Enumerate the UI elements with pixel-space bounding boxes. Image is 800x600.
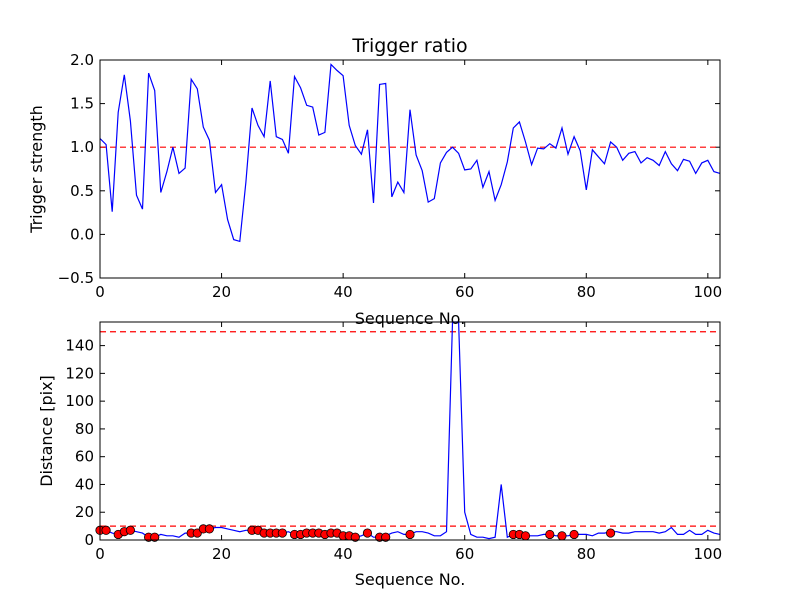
x-tick-label: 0 bbox=[95, 283, 105, 301]
distance-marker-point bbox=[569, 529, 579, 540]
top-panel-ticks: 0 20 40 60 80 100 −0.5 0.0 0.5 1.0 1.5 2.0 bbox=[58, 51, 723, 301]
x-tick-label: 40 bbox=[334, 283, 353, 301]
distance-marker-point bbox=[350, 532, 360, 542]
distance-marker-point bbox=[545, 529, 555, 540]
x-tick-label: 100 bbox=[694, 283, 723, 301]
top-x-axis-label: Sequence No. bbox=[355, 309, 466, 328]
distance-panel: 0 20 40 60 80 100 0 20 40 60 80 100 120 140 Sequence … bbox=[37, 321, 722, 589]
bottom-plot-frame bbox=[99, 321, 721, 541]
y-tick-label: 2.0 bbox=[70, 51, 94, 69]
distance-series bbox=[100, 321, 721, 540]
x-tick-label: 60 bbox=[455, 283, 474, 301]
y-tick-label: 0.5 bbox=[70, 182, 94, 200]
chart-title: Trigger ratio bbox=[351, 35, 467, 57]
trigger-ratio-panel: Trigger ratio 0 20 40 60 80 100 −0.5 0.0 0.5 1.0 1… bbox=[27, 35, 722, 328]
distance-marker-point bbox=[277, 528, 287, 538]
distance-marker-point bbox=[605, 528, 616, 538]
y-tick-label: 100 bbox=[65, 392, 94, 410]
x-tick-label: 20 bbox=[212, 545, 231, 563]
distance-marker-point bbox=[362, 528, 373, 538]
y-tick-label: 1.0 bbox=[70, 138, 94, 156]
distance-marker-point bbox=[520, 531, 531, 541]
distance-marker-point bbox=[204, 524, 215, 534]
x-tick-label: 0 bbox=[95, 545, 105, 563]
x-tick-label: 40 bbox=[334, 545, 353, 563]
x-tick-label: 80 bbox=[577, 283, 596, 301]
distance-marker-point bbox=[150, 532, 160, 542]
bottom-y-axis-label: Distance [pix] bbox=[37, 375, 56, 487]
y-tick-label: 1.5 bbox=[70, 95, 94, 113]
distance-marker-point bbox=[557, 531, 567, 541]
x-tick-label: 80 bbox=[577, 545, 596, 563]
y-tick-label: 60 bbox=[75, 448, 94, 466]
y-tick-label: 120 bbox=[65, 364, 94, 382]
distance-marker-point bbox=[405, 529, 415, 540]
top-plot-frame bbox=[99, 59, 721, 279]
x-tick-label: 60 bbox=[455, 545, 474, 563]
y-tick-label: 40 bbox=[75, 475, 94, 493]
top-y-axis-label: Trigger strength bbox=[27, 105, 46, 234]
y-tick-label: 0.0 bbox=[70, 225, 94, 243]
y-tick-label: 140 bbox=[65, 337, 94, 355]
x-tick-label: 20 bbox=[212, 283, 231, 301]
y-tick-label: −0.5 bbox=[58, 269, 94, 287]
distance-markers bbox=[95, 524, 616, 542]
distance-marker-point bbox=[381, 532, 391, 542]
y-tick-label: 20 bbox=[75, 503, 94, 521]
x-tick-label: 100 bbox=[694, 545, 723, 563]
y-tick-label: 80 bbox=[75, 420, 94, 438]
y-tick-label: 0 bbox=[84, 531, 94, 549]
trigger-strength-series bbox=[99, 63, 721, 243]
distance-marker-point bbox=[125, 525, 135, 535]
bottom-x-axis-label: Sequence No. bbox=[355, 570, 466, 589]
distance-marker-point bbox=[101, 525, 111, 535]
bottom-panel-ticks: 0 20 40 60 80 100 0 20 40 60 80 100 120 140 bbox=[65, 322, 722, 563]
